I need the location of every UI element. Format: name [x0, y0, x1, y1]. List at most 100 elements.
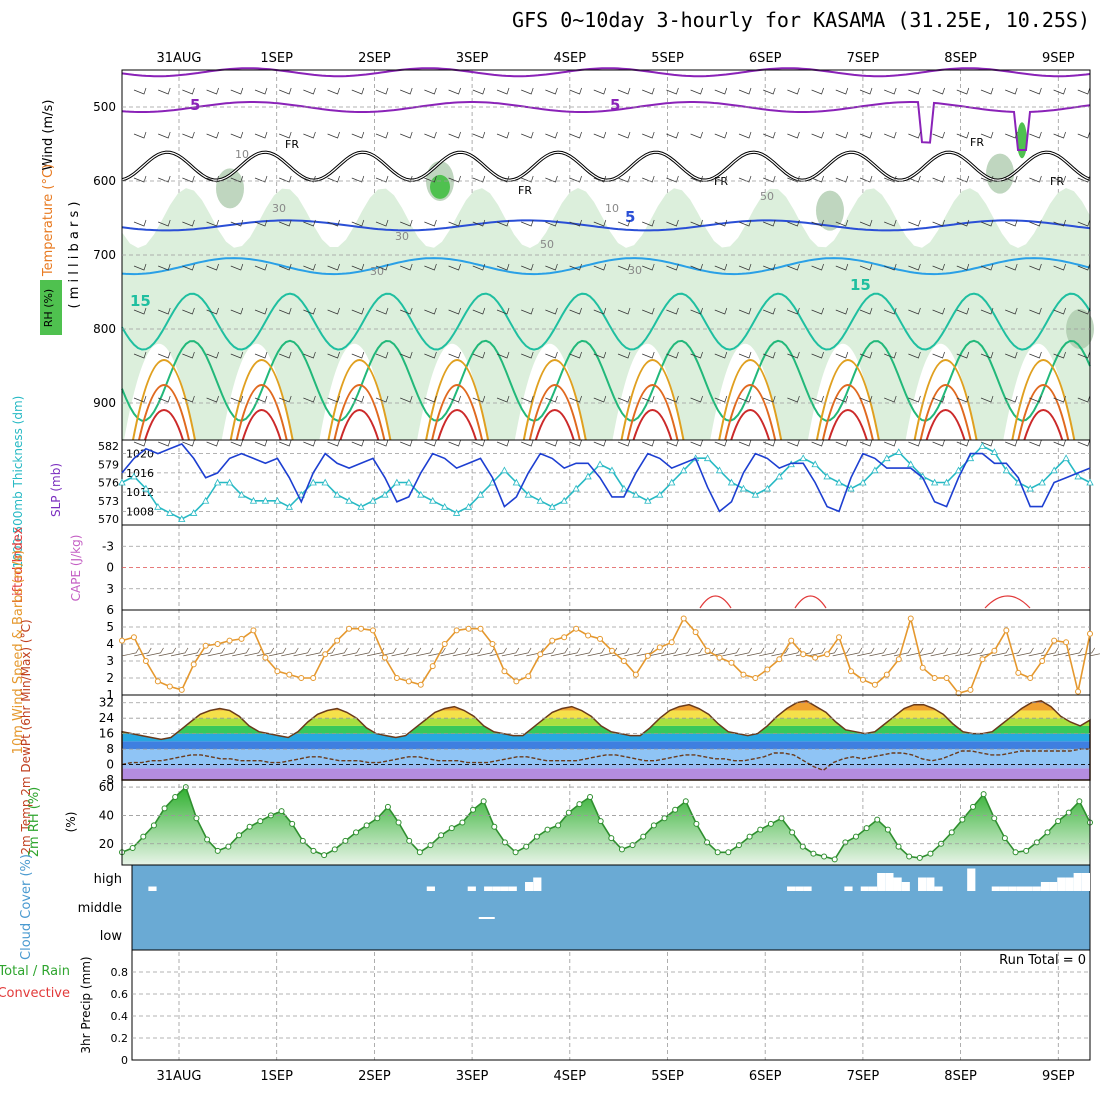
- warm-contour: [925, 409, 966, 441]
- surface-barb: [930, 647, 949, 657]
- wind-barb: [908, 307, 921, 315]
- rh-line-point: [416, 849, 423, 856]
- ylabel-pressure-unit: ( m i l l i b a r s ): [67, 202, 82, 309]
- wind10-line-point: [501, 668, 508, 675]
- rh-legend-swatch: [40, 280, 62, 335]
- wind-barb: [182, 87, 195, 95]
- wind-barb: [593, 307, 607, 315]
- li-tick: -3: [102, 539, 114, 553]
- temp-tick: 24: [99, 711, 114, 725]
- wind-barb: [859, 395, 873, 403]
- rh-line-point: [448, 825, 455, 832]
- surface-barb: [465, 647, 483, 657]
- wind-barb: [593, 439, 607, 447]
- wind-barb: [932, 131, 945, 139]
- rh-line-point: [618, 846, 625, 853]
- wind-barb: [980, 307, 994, 315]
- date-label-bottom: 5SEP: [651, 1069, 684, 1084]
- wind-barb: [230, 263, 244, 271]
- wind-barb: [496, 439, 510, 447]
- wind-barb: [884, 87, 897, 95]
- wind10-line-point: [752, 675, 759, 681]
- rh-line-point: [140, 833, 147, 840]
- rh-line-point: [565, 809, 572, 816]
- cloud-gap: [484, 886, 493, 891]
- wind-barb: [932, 219, 945, 227]
- wind-barb: [303, 307, 316, 315]
- wind-barb: [1029, 87, 1042, 95]
- wind-barb: [254, 175, 268, 183]
- surface-barb: [624, 647, 642, 657]
- thickness-line-point: [990, 448, 999, 455]
- rh-line-point: [384, 803, 391, 810]
- wind-barb: [956, 219, 970, 227]
- cloud-gap: [1049, 882, 1058, 891]
- thickness-line-point: [978, 442, 987, 449]
- wind-barb: [230, 307, 244, 315]
- rh-line-point: [246, 823, 253, 830]
- wind10-line-point: [178, 686, 185, 693]
- wind-barb: [835, 439, 849, 447]
- surface-barb: [538, 647, 556, 657]
- warm-contour: [827, 409, 868, 441]
- wind-barb: [472, 219, 486, 227]
- wind-barb: [811, 395, 824, 403]
- cloud-gap: [1073, 873, 1082, 891]
- wind-barb: [400, 351, 413, 359]
- wind-barb: [1005, 439, 1018, 447]
- wind-barb: [859, 307, 873, 315]
- warm-contour: [1017, 384, 1070, 441]
- wind-barb: [908, 131, 921, 139]
- contour-label: 30: [395, 230, 409, 243]
- cloud-level-label: middle: [78, 901, 122, 916]
- wind-barb: [1077, 351, 1091, 359]
- wind-barb: [521, 395, 534, 403]
- wind-barb: [811, 351, 824, 359]
- wind10-line-point: [632, 671, 639, 678]
- wind-barb: [400, 131, 413, 139]
- wind-barb: [206, 219, 219, 227]
- wind-barb: [908, 351, 921, 359]
- wind-barb: [496, 263, 510, 271]
- surface-barb: [146, 647, 164, 657]
- surface-barb: [489, 647, 507, 657]
- warm-contour: [132, 359, 196, 441]
- surface-barb: [648, 647, 667, 657]
- surface-barb: [869, 647, 887, 657]
- wind-barb: [884, 175, 897, 183]
- wind-barb: [521, 439, 534, 447]
- wind-barb: [956, 87, 970, 95]
- cloud-gap: [525, 882, 534, 891]
- warm-contour: [913, 359, 978, 441]
- temp-contour-10: [121, 257, 1091, 276]
- temp-band: [122, 702, 1090, 711]
- surface-barb: [183, 647, 201, 657]
- wind-barb: [158, 351, 171, 359]
- surface-barb: [906, 647, 924, 657]
- wind-barb: [569, 351, 582, 359]
- warm-contour: [534, 409, 575, 441]
- wind-barb: [1077, 131, 1091, 139]
- rh-line-point: [129, 845, 136, 851]
- rh-line-point: [1012, 849, 1019, 856]
- wind10-line-point: [836, 634, 843, 641]
- surface-barb: [207, 647, 226, 657]
- wind-barb: [666, 131, 679, 139]
- surface-barb: [918, 647, 936, 657]
- wind-barb: [521, 351, 534, 359]
- surface-barb: [636, 647, 654, 657]
- surface-barb: [759, 647, 777, 657]
- wind-barb: [327, 307, 340, 315]
- wind-barb: [1005, 395, 1018, 403]
- cloud-gap: [426, 886, 435, 891]
- thickness-line-point: [512, 478, 521, 486]
- wind10-line-point: [967, 686, 974, 693]
- wind10-line-point: [477, 625, 484, 632]
- precip-tick: 0.2: [111, 1032, 129, 1045]
- rh-line-point: [587, 794, 594, 800]
- thickness-line-point: [201, 496, 210, 504]
- wind-barb: [642, 395, 655, 403]
- wind10-line-point: [620, 658, 627, 664]
- wind-barb: [279, 263, 292, 271]
- warm-contour: [339, 409, 380, 441]
